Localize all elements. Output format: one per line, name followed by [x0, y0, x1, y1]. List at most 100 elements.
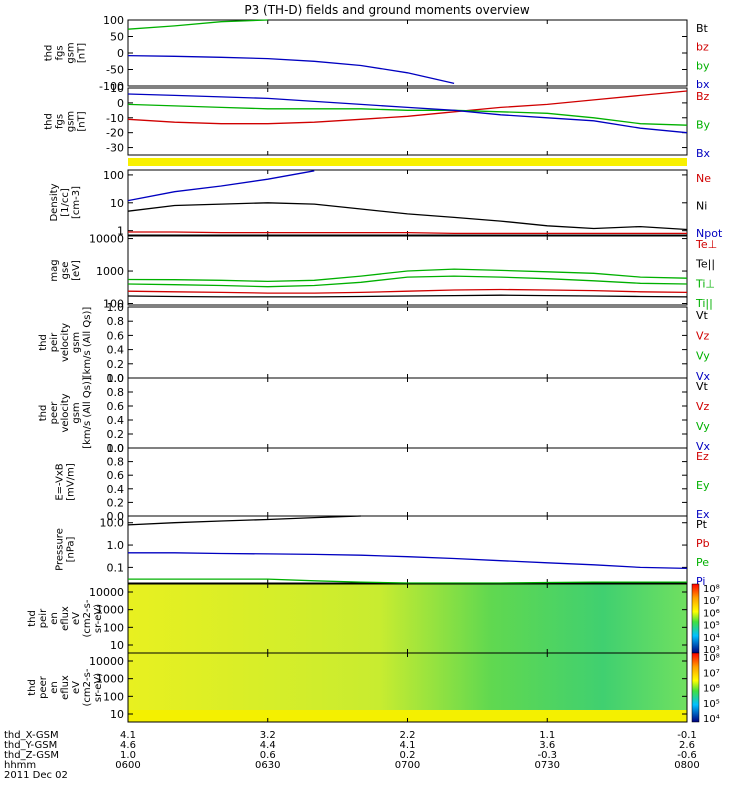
y-axis-label-line: sr-eV) — [93, 604, 104, 633]
panel-peer_velocity: 1.00.80.60.40.20.0thdpeervelocitygsm[km/… — [38, 372, 711, 455]
y-axis-label-line: thd — [27, 679, 38, 696]
series-line-Te — [127, 294, 688, 298]
colorbar — [691, 652, 700, 723]
y-tick-label: 0.4 — [107, 483, 125, 496]
y-axis-label-line: mag — [49, 259, 60, 281]
y-axis-label-line: [1/cc] — [60, 188, 71, 217]
ephemeris-value: 1.1 — [539, 730, 555, 741]
y-tick-label: 0.2 — [107, 428, 125, 441]
y-axis-label-line: en — [49, 612, 60, 625]
y-tick-label: 1.0 — [107, 539, 125, 552]
legend-entry: Ti⊥ — [695, 277, 715, 290]
colorbar-tick-label: 10⁴ — [703, 633, 720, 644]
y-tick-label: 0.6 — [107, 469, 125, 482]
y-axis-label-line: gsm — [71, 332, 82, 353]
y-tick-label: 100 — [103, 621, 124, 634]
ephemeris-value: 0.6 — [260, 750, 276, 761]
panel-peer_spec: 10⁸ 10⁷ 10⁶ 10⁵ 10⁴ 10000 1000 100 10 thdpeerenef… — [27, 652, 720, 725]
y-tick-label: 1 — [117, 225, 124, 238]
y-axis-label-line: eV — [71, 612, 82, 625]
y-axis-label-line: peer — [38, 675, 49, 699]
ephemeris-value: -0.6 — [677, 750, 697, 761]
y-axis-label-line: gsm — [71, 402, 82, 423]
legend-entry: Te⊥ — [695, 238, 717, 251]
series-line-Ne — [128, 231, 687, 235]
panel-fgs_gsm: 100 50 0 -50 -100 thdfgsgsm[nT] Bt bz by bx — [44, 14, 710, 93]
y-tick-label: 10000 — [89, 655, 124, 668]
ephemeris-value: 0.2 — [400, 750, 416, 761]
y-axis-label-line: peir — [38, 608, 49, 628]
y-tick-label: 1.0 — [107, 301, 125, 314]
legend-entry: Ne — [696, 172, 711, 185]
plot-title: P3 (TH-D) fields and ground moments over… — [244, 3, 529, 17]
y-tick-label: 0.6 — [107, 329, 125, 342]
legend-entry: Bt — [696, 22, 709, 35]
ephemeris-value: 0600 — [115, 760, 140, 771]
ephemeris-value: 4.1 — [120, 730, 136, 741]
y-axis-label-line: [nT] — [77, 43, 88, 63]
y-tick-label: 0.0 — [107, 372, 125, 385]
y-axis-label-line: thd — [44, 45, 55, 62]
series-line-Ti — [127, 275, 688, 288]
legend-entry: Vx — [696, 440, 711, 453]
legend-entry: Vt — [696, 309, 709, 322]
legend-entry: by — [696, 59, 710, 72]
legend-entry: Pt — [696, 518, 708, 531]
ephemeris-row-label: thd_Z-GSM — [4, 750, 59, 761]
legend-entry: Te|| — [695, 258, 715, 271]
y-axis-label-line: [mV/m] — [66, 463, 77, 501]
yellow-separator-band — [128, 158, 687, 166]
legend-entry: Vy — [696, 420, 710, 433]
legend-entry: bx — [696, 78, 710, 91]
y-axis-label-line: E=-VxB — [55, 463, 66, 500]
panel-density: 100 10 1 Density[1/cc][cm-3] Ne Ni Npot — [49, 169, 723, 240]
panel-frame — [127, 377, 688, 449]
legend-entry: Ey — [696, 479, 710, 492]
y-axis-label-line: velocity — [60, 393, 71, 432]
y-axis-label: thdpeerenefluxeV(cm2-s-sr-eV) — [27, 668, 104, 706]
series-line-Npot — [127, 170, 315, 202]
y-axis-label-line: fgs — [55, 45, 66, 60]
y-axis-label: maggse[eV] — [49, 259, 82, 281]
y-tick-label: 0.2 — [107, 496, 125, 509]
y-tick-label: -20 — [106, 127, 124, 140]
panel-frame — [127, 447, 688, 517]
ephemeris-value: 4.6 — [120, 740, 136, 751]
ephemeris-value: 3.6 — [539, 740, 555, 751]
legend-entry: By — [696, 119, 711, 132]
y-tick-label: 0.8 — [107, 386, 125, 399]
colorbar-tick-label: 10⁶ — [703, 608, 720, 619]
panel-frame — [127, 87, 688, 156]
y-axis-label-line: [km/s (All Qs)] — [82, 377, 93, 449]
y-tick-label: 1.0 — [107, 442, 125, 455]
y-axis-label-line: [km/s (All Qs)] — [82, 307, 93, 379]
legend-entry: bz — [696, 41, 709, 54]
ephemeris-row-label: hhmm — [4, 760, 36, 771]
y-axis-label-line: Pressure — [55, 528, 66, 571]
y-tick-label: 0.0 — [107, 442, 125, 455]
panel-fgs_gsm_zoom: 10 0 -10 -20 -30 thdfgsgsm[nT] Bz By Bx — [44, 82, 711, 160]
y-axis-label-line: (cm2-s- — [82, 599, 93, 637]
y-axis-label: E=-VxB[mV/m] — [55, 463, 77, 501]
y-tick-label: 0.6 — [107, 400, 125, 413]
y-tick-label: 10 — [110, 639, 124, 652]
y-tick-label: 0.0 — [107, 510, 125, 523]
y-axis-label-line: thd — [38, 334, 49, 351]
y-tick-label: 10.0 — [100, 517, 125, 530]
legend-entry: Vy — [696, 350, 710, 363]
y-axis-label: thdpeirvelocitygsm[km/s (All Qs)] — [38, 307, 93, 379]
colorbar-tick-label: 10⁷ — [703, 596, 720, 607]
y-tick-label: -100 — [99, 80, 124, 93]
legend-entry: Vz — [696, 400, 710, 413]
series-line-Bz — [127, 90, 688, 125]
ephemeris-value: 0730 — [535, 760, 560, 771]
y-tick-label: 1000 — [96, 265, 124, 278]
panel-peir_velocity: 1.00.80.60.40.20.0thdpeirvelocitygsm[km/… — [38, 301, 711, 385]
ephemeris-table: thd_X-GSM 4.1 3.2 2.2 1.1 -0.1 thd_Y-GSM 4.6 4.4… — [4, 730, 700, 781]
y-axis-label-line: gsm — [66, 111, 77, 132]
colorbar-tick-label: 10⁶ — [703, 684, 720, 695]
y-tick-label: 100 — [103, 169, 124, 182]
legend-entry: Ni — [696, 200, 707, 213]
y-axis-label-line: gsm — [66, 42, 77, 63]
legend-entry: Vx — [696, 370, 711, 383]
